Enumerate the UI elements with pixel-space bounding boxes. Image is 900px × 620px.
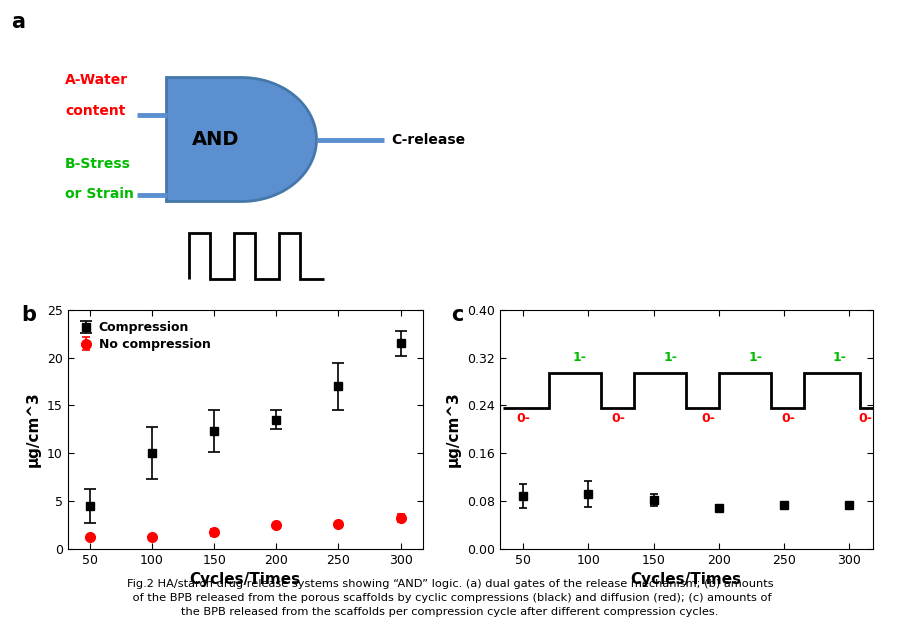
Text: AND: AND <box>192 130 239 149</box>
Legend: Compression, No compression: Compression, No compression <box>74 316 216 356</box>
Text: A-Water: A-Water <box>65 73 129 87</box>
Text: c: c <box>451 305 464 326</box>
Text: b: b <box>22 305 36 326</box>
Y-axis label: μg/cm^3: μg/cm^3 <box>26 391 41 467</box>
Y-axis label: μg/cm^3: μg/cm^3 <box>446 391 461 467</box>
Polygon shape <box>166 78 317 202</box>
Text: 1-: 1- <box>832 351 846 364</box>
Text: 1-: 1- <box>663 351 678 364</box>
Text: C-release: C-release <box>392 133 465 146</box>
Text: 1-: 1- <box>749 351 762 364</box>
Text: 0-: 0- <box>516 412 530 425</box>
Text: a: a <box>11 12 25 32</box>
Text: or Strain: or Strain <box>65 187 134 202</box>
Text: 0-: 0- <box>781 412 795 425</box>
Text: Fig.2 HA/starch drug release systems showing “AND” logic. (a) dual gates of the : Fig.2 HA/starch drug release systems sho… <box>127 579 773 617</box>
Text: 0-: 0- <box>859 412 872 425</box>
Text: 1-: 1- <box>572 351 586 364</box>
X-axis label: Cycles/Times: Cycles/Times <box>190 572 301 587</box>
Text: 0-: 0- <box>701 412 716 425</box>
X-axis label: Cycles/Times: Cycles/Times <box>631 572 742 587</box>
Text: 0-: 0- <box>611 412 625 425</box>
Text: B-Stress: B-Stress <box>65 156 131 171</box>
Text: content: content <box>65 104 126 118</box>
